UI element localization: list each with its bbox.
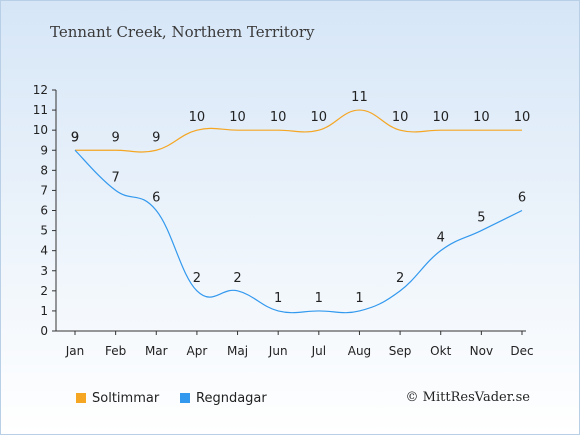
x-tick-label: Jun [268,344,288,358]
copyright-text: © MittResVader.se [405,390,530,405]
data-label-sunshine: 11 [351,90,368,105]
y-tick-label: 5 [40,224,48,238]
x-tick-label: Jul [311,344,326,358]
data-label-rain: 6 [152,191,160,206]
series-line-rain [74,149,523,314]
series-lines [74,109,523,314]
y-tick-label: 0 [40,324,48,338]
chart-axes [52,89,526,335]
data-label-rain: 2 [396,271,404,286]
y-tick-label: 11 [33,103,48,117]
data-label-sunshine: 10 [189,110,206,125]
x-tick-label: Sep [389,344,412,358]
series-line-sunshine [75,109,522,153]
x-tick-label: Jan [65,344,85,358]
data-label-rain: 5 [477,211,485,226]
x-tick-label: Feb [105,344,126,358]
x-tick-label: Aug [348,344,371,358]
data-label-rain: 6 [518,191,526,206]
y-tick-label: 2 [40,284,48,298]
data-label-sunshine: 10 [229,110,246,125]
legend-item-sunshine: Soltimmar [76,390,159,406]
data-label-sunshine: 10 [473,110,490,125]
y-tick-label: 4 [40,244,48,258]
x-tick-label: Maj [227,344,248,358]
data-label-sunshine: 10 [432,110,449,125]
data-label-sunshine: 9 [71,130,79,145]
chart-title: Tennant Creek, Northern Territory [50,23,315,41]
data-label-rain: 4 [437,231,445,246]
y-tick-label: 1 [40,304,48,318]
data-label-sunshine: 10 [270,110,287,125]
data-label-sunshine: 10 [311,110,328,125]
y-tick-label: 8 [40,163,48,177]
data-label-rain: 2 [193,271,201,286]
legend-label-rain: Regndagar [196,390,267,406]
y-tick-label: 6 [40,204,48,218]
legend-swatch-sunshine [76,393,86,403]
data-label-rain: 1 [274,291,282,306]
y-tick-label: 7 [40,183,48,197]
data-label-rain: 1 [355,291,363,306]
y-tick-label: 3 [40,264,48,278]
x-tick-label: Mar [145,344,168,358]
y-tick-label: 10 [33,123,48,137]
data-label-sunshine: 9 [152,130,160,145]
data-label-rain: 1 [315,291,323,306]
data-label-rain: 9 [71,130,79,145]
x-tick-label: Nov [470,344,493,358]
legend-swatch-rain [180,393,190,403]
data-label-sunshine: 9 [111,130,119,145]
y-tick-label: 9 [40,143,48,157]
data-label-sunshine: 10 [514,110,531,125]
legend-item-rain: Regndagar [180,390,267,406]
x-tick-label: Okt [430,344,451,358]
x-tick-label: Apr [187,344,208,358]
legend-label-sunshine: Soltimmar [92,390,160,406]
data-label-rain: 2 [233,271,241,286]
y-tick-label: 12 [33,83,48,97]
data-label-sunshine: 10 [392,110,409,125]
data-label-rain: 7 [111,170,119,185]
x-tick-label: Dec [510,344,533,358]
x-tick-labels: Jan Feb Mar Apr Maj Jun Jul Aug Sep Okt Nov Dec [65,344,534,358]
